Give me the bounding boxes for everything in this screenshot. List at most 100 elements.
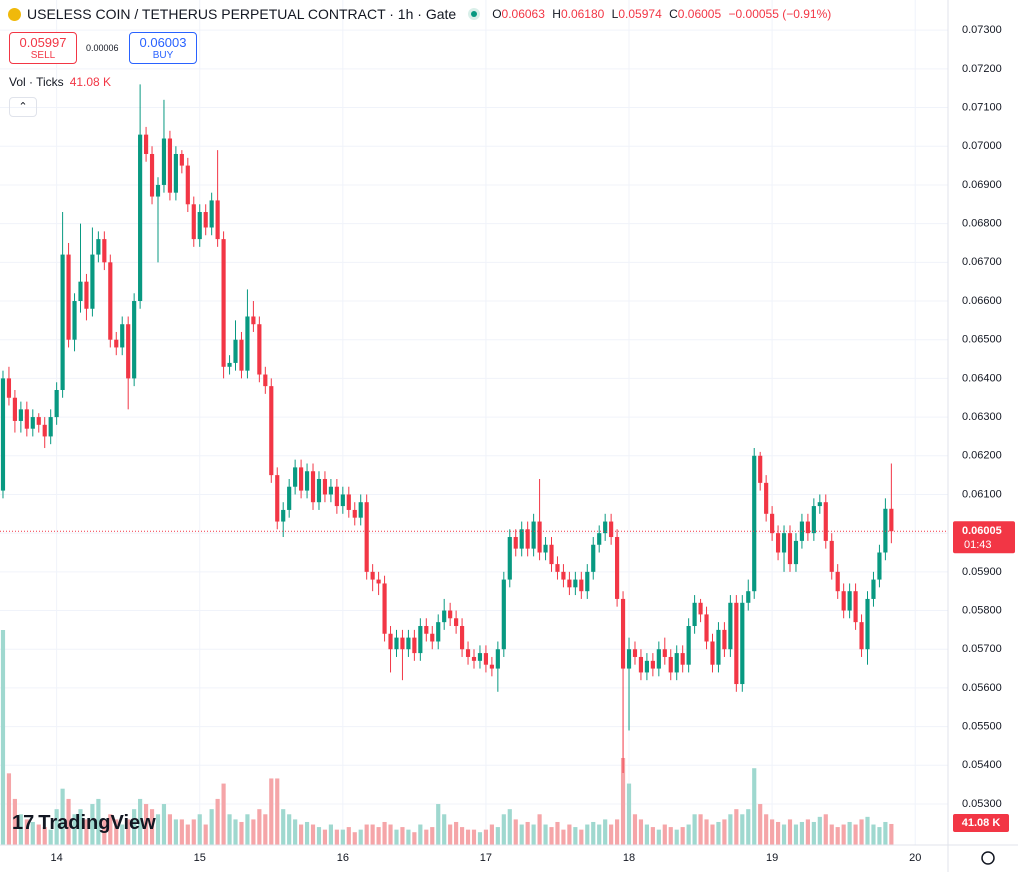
candle-body <box>352 509 357 518</box>
y-tick-label: 0.07000 <box>962 140 1002 152</box>
candle-body <box>245 316 250 371</box>
candle-body <box>537 521 542 553</box>
ohlc-legend: O0.06063 H0.06180 L0.05974 C0.06005 −0.0… <box>492 7 835 21</box>
volume-bar <box>817 816 822 845</box>
candle-body <box>775 533 781 553</box>
sell-label: SELL <box>30 50 56 61</box>
volume-bar <box>531 824 536 845</box>
candle-body <box>120 324 125 348</box>
buy-price: 0.06003 <box>139 35 187 50</box>
volume-bar <box>513 819 518 845</box>
candle-body <box>770 513 775 534</box>
candle-body <box>299 467 304 491</box>
candle-body <box>412 637 417 654</box>
sell-button[interactable]: 0.05997 SELL <box>9 32 77 64</box>
x-tick-label: 17 <box>480 852 492 864</box>
volume-bar <box>507 809 512 845</box>
candle-body <box>650 660 655 669</box>
candle-body <box>310 471 316 503</box>
chart-title: USELESS COIN / TETHERUS PERPETUAL CONTRA… <box>27 6 457 22</box>
volume-bar <box>871 824 876 845</box>
candle-body <box>382 583 387 634</box>
volume-bar <box>328 824 333 845</box>
candle-body <box>54 390 59 418</box>
volume-bar <box>674 829 679 845</box>
legend-key: L <box>611 7 619 21</box>
candle-body <box>656 649 661 669</box>
candle-body <box>871 579 876 599</box>
candle-body <box>221 239 226 367</box>
volume-bar <box>376 827 381 845</box>
candle-body <box>155 184 161 197</box>
volume-bar <box>102 819 107 845</box>
candle-body <box>48 417 53 437</box>
volume-bar <box>537 814 542 845</box>
candle-body <box>30 417 35 429</box>
candle-body <box>72 301 77 340</box>
candle-body <box>740 602 745 685</box>
volume-bar <box>185 824 190 845</box>
candle-body <box>459 626 465 650</box>
volume-bar <box>179 819 184 845</box>
volume-bar <box>18 814 23 845</box>
volume-bar <box>257 809 262 845</box>
candle-body <box>853 591 858 623</box>
candle-body <box>513 537 518 549</box>
candle-body <box>24 409 29 429</box>
candle-body <box>549 544 554 565</box>
volume-bar <box>293 819 298 845</box>
volume-bar <box>585 824 590 845</box>
candle-body <box>632 649 638 657</box>
volume-bar <box>418 824 423 845</box>
volume-bar <box>72 814 77 845</box>
price-tag <box>953 521 1015 554</box>
candle-body <box>764 482 769 514</box>
volume-bar <box>758 804 763 845</box>
candle-body <box>758 455 763 483</box>
volume-bar <box>459 827 465 845</box>
candle-body <box>555 564 560 572</box>
candle-body <box>841 591 846 611</box>
volume-bar <box>167 814 173 845</box>
candle-body <box>364 502 369 572</box>
y-tick-label: 0.06100 <box>962 488 1002 500</box>
volume-bar <box>799 821 805 845</box>
volume-bar <box>579 829 584 845</box>
volume-bar <box>233 819 238 845</box>
candle-body <box>138 134 143 302</box>
candle-body <box>829 540 834 572</box>
candle-body <box>859 622 864 650</box>
volume-bar <box>865 816 870 845</box>
volume-bar <box>406 829 411 845</box>
volume-bar <box>704 819 709 845</box>
candle-body <box>865 598 870 650</box>
candle-body <box>394 637 399 650</box>
volume-bar <box>746 809 751 845</box>
candle-body <box>424 626 429 634</box>
candle-body <box>102 239 107 263</box>
volume-bar <box>90 804 95 845</box>
candle-body <box>704 614 709 642</box>
candle-body <box>143 134 149 154</box>
volume-bar <box>841 824 846 845</box>
candle-body <box>847 591 852 611</box>
candle-body <box>257 324 262 375</box>
candle-body <box>454 618 459 627</box>
volume-bar <box>829 824 834 845</box>
candle-body <box>644 660 649 673</box>
candle-body <box>728 602 733 650</box>
volume-bar <box>561 829 566 845</box>
collapse-button[interactable]: ⌃ <box>9 97 37 117</box>
volume-bar <box>394 829 399 845</box>
candle-body <box>60 254 65 390</box>
volume-bar <box>644 824 649 845</box>
candle-body <box>501 579 506 650</box>
volume-bar <box>436 804 441 845</box>
buy-button[interactable]: 0.06003 BUY <box>129 32 197 64</box>
volume-bar <box>304 821 310 845</box>
candle-body <box>227 362 232 367</box>
candle-body <box>149 153 155 197</box>
candle-body <box>442 610 447 623</box>
status-dot <box>468 8 481 20</box>
buy-label: BUY <box>152 50 174 61</box>
